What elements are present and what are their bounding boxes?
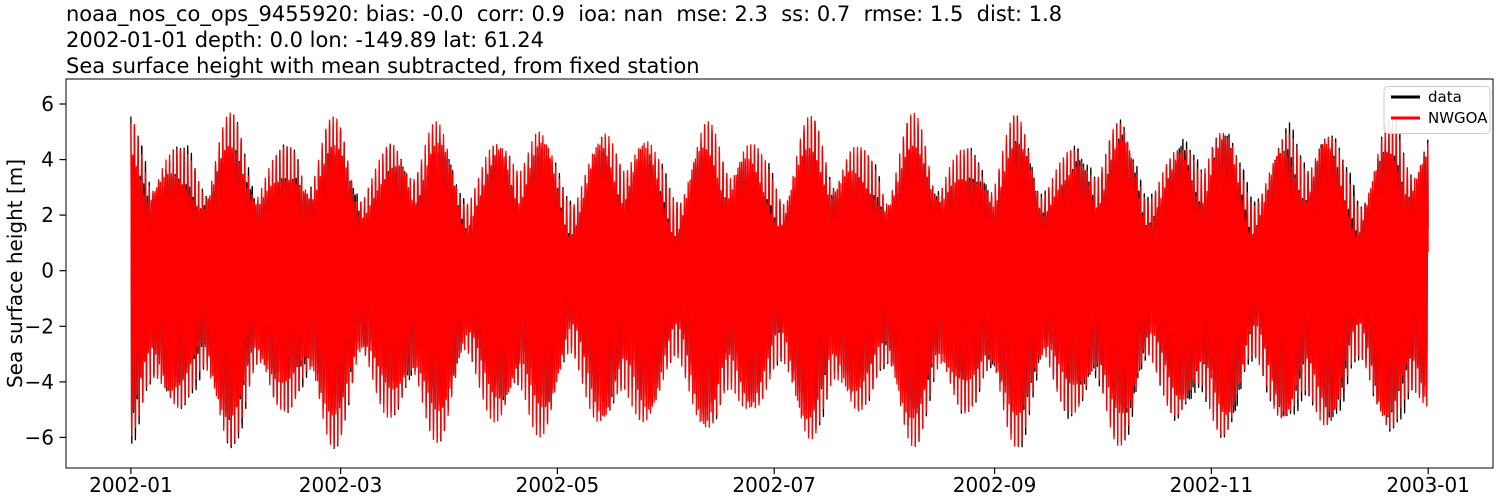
y-tick-label: 0 bbox=[41, 259, 54, 283]
x-tick-label: 2002-03 bbox=[299, 473, 383, 497]
y-tick-label: 6 bbox=[41, 92, 54, 116]
legend-label-data: data bbox=[1428, 88, 1462, 106]
x-tick-label: 2002-07 bbox=[732, 473, 816, 497]
legend: data NWGOA bbox=[1383, 86, 1491, 134]
x-axis-ticks: 2002-01 2002-03 2002-05 2002-07 2002-09 … bbox=[89, 468, 1470, 497]
series-nwgoa-line bbox=[130, 112, 1429, 449]
title-line-description: Sea surface height with mean subtracted,… bbox=[66, 54, 700, 78]
title-line-meta: 2002-01-01 depth: 0.0 lon: -149.89 lat: … bbox=[66, 28, 544, 52]
y-tick-label: −4 bbox=[25, 370, 54, 394]
x-tick-label: 2003-01 bbox=[1386, 473, 1470, 497]
title-line-stats: noaa_nos_co_ops_9455920: bias: -0.0 corr… bbox=[66, 2, 1062, 27]
series-lines bbox=[130, 112, 1429, 450]
y-tick-label: −2 bbox=[25, 314, 54, 338]
x-tick-label: 2002-01 bbox=[89, 473, 173, 497]
x-tick-label: 2002-09 bbox=[953, 473, 1037, 497]
y-axis-ticks: 6 4 2 0 −2 −4 −6 bbox=[25, 92, 66, 449]
plot-frame bbox=[65, 78, 1494, 469]
legend-label-nwgoa: NWGOA bbox=[1428, 109, 1488, 127]
x-tick-label: 2002-11 bbox=[1170, 473, 1254, 497]
x-tick-label: 2002-05 bbox=[516, 473, 600, 497]
plot-titles: noaa_nos_co_ops_9455920: bias: -0.0 corr… bbox=[66, 2, 1062, 78]
y-tick-label: −6 bbox=[25, 425, 54, 449]
y-tick-label: 2 bbox=[41, 203, 54, 227]
y-axis-label: Sea surface height [m] bbox=[3, 159, 27, 388]
y-tick-label: 4 bbox=[41, 148, 54, 172]
